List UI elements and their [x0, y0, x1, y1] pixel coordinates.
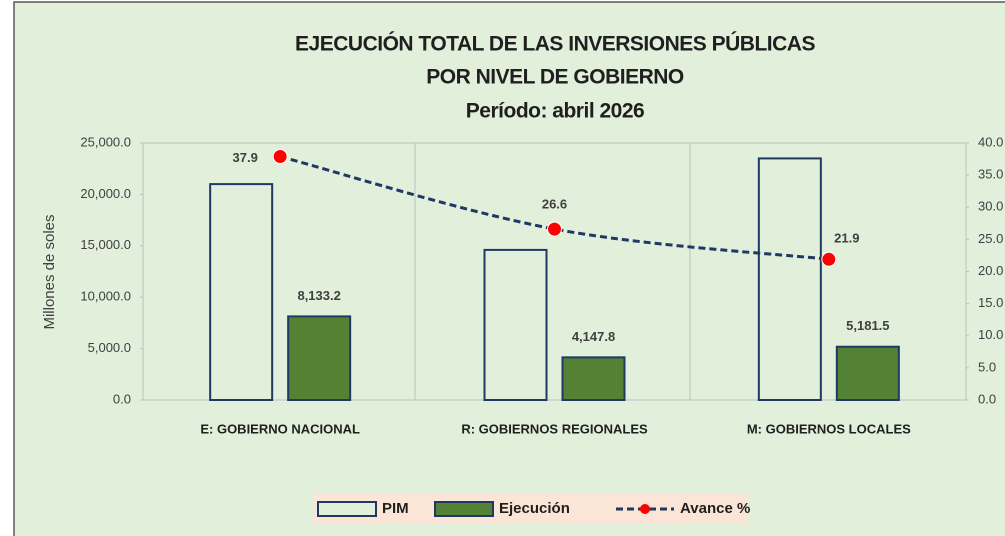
y2-tick-label: 25.0 [978, 231, 1003, 246]
legend-label: Avance % [680, 500, 750, 517]
y-axis-title: Millones de soles [41, 214, 58, 329]
y-tick-label: 20,000.0 [80, 186, 131, 201]
x-tick-label: E: GOBIERNO NACIONAL [200, 421, 360, 436]
line-marker [821, 251, 837, 267]
y2-tick-label: 30.0 [978, 199, 1003, 214]
legend-label: PIM [382, 500, 409, 517]
legend-swatch [317, 501, 377, 517]
chart-subtitle: POR NIVEL DE GOBIERNO [426, 66, 684, 89]
y2-tick-label: 35.0 [978, 167, 1003, 182]
line-marker [272, 148, 288, 164]
x-tick-label: M: GOBIERNOS LOCALES [747, 421, 911, 436]
bar [757, 157, 822, 401]
x-tick-label: R: GOBIERNOS REGIONALES [461, 421, 648, 436]
y-tick-label: 5,000.0 [88, 340, 131, 355]
y2-tick-label: 0.0 [978, 391, 996, 406]
data-label: 26.6 [542, 197, 567, 212]
y-tick-label: 0.0 [113, 391, 131, 406]
bar [209, 183, 274, 401]
legend-swatch [434, 501, 494, 517]
y-tick-label: 10,000.0 [80, 289, 131, 304]
chart-period: Período: abril 2026 [466, 100, 644, 123]
legend-box [313, 494, 748, 524]
data-label: 21.9 [834, 231, 859, 246]
line-marker [547, 221, 562, 237]
y2-tick-label: 20.0 [978, 263, 1003, 278]
y-tick-label: 25,000.0 [80, 134, 131, 149]
legend-marker [640, 504, 650, 514]
y2-tick-label: 15.0 [978, 295, 1003, 310]
y2-tick-label: 5.0 [978, 359, 996, 374]
y2-tick-label: 40.0 [978, 134, 1003, 149]
data-label: 37.9 [233, 150, 258, 165]
line [279, 155, 829, 261]
bar [561, 356, 626, 402]
bar [287, 315, 352, 402]
data-label: 5,181.5 [846, 318, 889, 333]
bar [483, 248, 548, 401]
y2-tick-label: 10.0 [978, 327, 1003, 342]
data-label: 8,133.2 [297, 288, 340, 303]
bar [835, 345, 900, 402]
chart-title: EJECUCIÓN TOTAL DE LAS INVERSIONES PÚBLI… [295, 32, 815, 56]
y-tick-label: 15,000.0 [80, 237, 131, 252]
data-label: 4,147.8 [572, 329, 615, 344]
plot-area [142, 142, 967, 401]
legend-label: Ejecución [499, 500, 570, 517]
